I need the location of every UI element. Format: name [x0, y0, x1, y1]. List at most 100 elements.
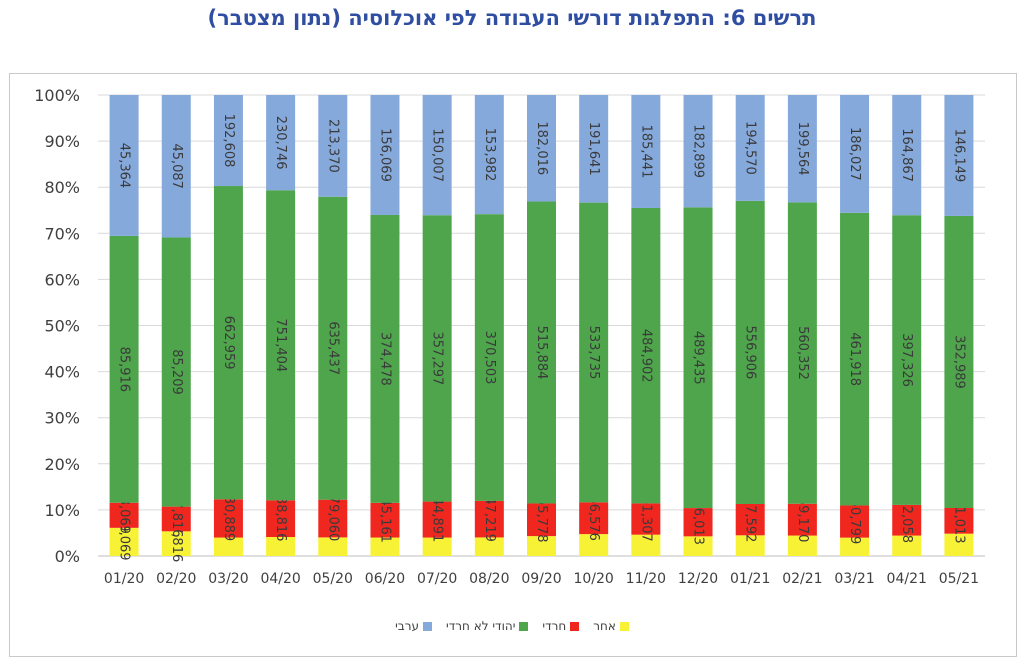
data-label: 484,902 — [638, 329, 653, 383]
legend-label: חרדי — [542, 619, 567, 633]
bar-segment — [370, 502, 400, 538]
bar-segment — [422, 501, 452, 538]
data-label: 352,989 — [951, 335, 966, 389]
bar-segment — [579, 95, 609, 203]
bar-segment — [892, 215, 922, 505]
bar-segment — [318, 95, 348, 197]
bar-segment — [318, 537, 348, 556]
x-tick-label: 08/20 — [469, 571, 509, 587]
legend-swatch — [619, 621, 629, 631]
bar-segment — [944, 215, 974, 508]
bar-segment — [213, 186, 243, 500]
chart-frame — [9, 73, 1017, 657]
data-label: 45,364 — [117, 143, 132, 189]
bar-segment — [161, 95, 191, 238]
bar-segment — [109, 502, 139, 528]
bar-segment — [631, 207, 661, 504]
y-tick-label: 10% — [44, 501, 80, 520]
bar-segment — [370, 214, 400, 503]
bar-segment — [840, 212, 870, 506]
bar-segment — [318, 196, 348, 500]
data-label: 42,058 — [899, 498, 914, 544]
data-label: 85,916 — [117, 347, 132, 393]
data-label: 164,867 — [899, 128, 914, 182]
bar-segment — [735, 95, 765, 201]
bar-segment — [266, 95, 296, 191]
bar-segment — [787, 503, 817, 536]
data-label: 186,027 — [847, 127, 862, 181]
bar-segment — [944, 95, 974, 216]
bar-segment — [266, 500, 296, 538]
data-label: 45,161 — [377, 497, 392, 543]
bar-segment — [266, 190, 296, 501]
bar-segment — [579, 502, 609, 535]
bar-segment — [474, 537, 504, 556]
data-label: 489,435 — [691, 331, 706, 385]
data-label: 182,899 — [691, 124, 706, 178]
legend-item: יהודי לא חרדי — [446, 619, 529, 633]
y-tick-label: 40% — [44, 363, 80, 382]
bar-segment — [579, 534, 609, 556]
legend-item: ערבי — [395, 619, 433, 633]
bar-segment — [527, 503, 556, 537]
data-label: 150,007 — [430, 128, 445, 182]
x-tick-label: 02/21 — [782, 571, 822, 587]
y-tick-label: 30% — [44, 409, 80, 428]
legend-label: אחר — [593, 619, 616, 633]
x-tick-label: 12/20 — [678, 571, 718, 587]
bar-segment — [109, 527, 139, 556]
legend-item: חרדי — [542, 619, 580, 633]
bar-segment — [944, 533, 974, 556]
data-label: 80,889 — [221, 496, 236, 542]
legend-swatch — [570, 621, 580, 631]
bar-segment — [840, 505, 870, 538]
bar-segment — [735, 200, 765, 504]
data-label: 55,778 — [534, 497, 549, 543]
data-label: 7,816 — [169, 525, 184, 562]
data-label: 213,370 — [325, 119, 340, 173]
y-tick-label: 60% — [44, 270, 80, 289]
data-label: 44,891 — [430, 497, 445, 543]
data-label: 194,570 — [743, 121, 758, 175]
legend-item: אחר — [593, 619, 629, 633]
x-tick-label: 07/20 — [417, 571, 457, 587]
bar-segment — [683, 95, 713, 208]
bar-segment — [787, 95, 817, 203]
data-label: 7,816 — [169, 500, 184, 537]
x-tick-label: 09/20 — [521, 571, 561, 587]
bar-segment — [213, 95, 243, 187]
legend-label: ערבי — [395, 619, 420, 633]
data-label: 57,592 — [743, 497, 758, 543]
y-tick-label: 50% — [44, 317, 80, 336]
bar-segment — [683, 508, 713, 537]
bar-segment — [422, 537, 452, 556]
data-label: 533,735 — [586, 326, 601, 380]
bar-segment — [527, 536, 556, 556]
data-label: 370,503 — [482, 331, 497, 385]
data-label: 146,149 — [951, 129, 966, 183]
bar-segment — [422, 95, 452, 216]
y-tick-label: 80% — [44, 178, 80, 197]
bar-segment — [631, 95, 661, 208]
data-label: 662,959 — [221, 316, 236, 370]
data-label: 153,982 — [482, 128, 497, 182]
bar-segment — [474, 214, 504, 501]
bar-segment — [109, 95, 139, 236]
data-label: 45,087 — [169, 143, 184, 189]
data-label: 397,326 — [899, 333, 914, 387]
bar-segment — [370, 537, 400, 556]
data-label: 9,069 — [117, 523, 132, 560]
data-label: 59,170 — [795, 497, 810, 543]
chart-legend: אחר חרדי יהודי לא חרדי ערבי — [0, 619, 1024, 633]
bar-segment — [161, 531, 191, 556]
x-tick-label: 10/20 — [573, 571, 613, 587]
x-tick-label: 04/21 — [887, 571, 927, 587]
bar-segment — [579, 202, 609, 503]
data-label: 47,219 — [482, 496, 497, 541]
bar-segment — [109, 235, 139, 503]
x-tick-label: 04/20 — [260, 571, 300, 587]
data-label: 192,608 — [221, 114, 236, 168]
legend-swatch — [519, 621, 529, 631]
bar-segment — [422, 215, 452, 502]
data-label: 230,746 — [273, 116, 288, 170]
